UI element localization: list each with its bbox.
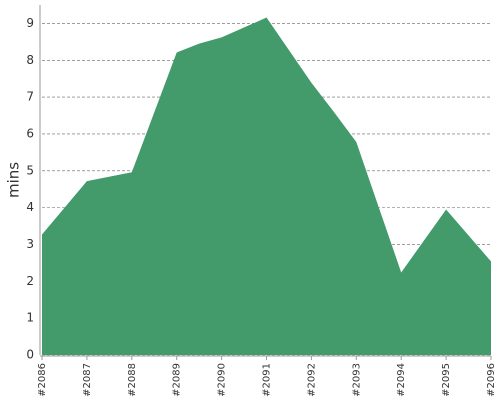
x-tick-label: #2095 xyxy=(441,363,452,397)
x-tick-label: #2088 xyxy=(127,363,138,397)
x-tick-label: #2094 xyxy=(396,363,407,397)
y-tick-label: 2 xyxy=(26,274,34,288)
y-tick-label: 5 xyxy=(26,163,34,177)
y-tick-label: 4 xyxy=(26,200,34,214)
y-axis-label: mins xyxy=(5,162,23,198)
y-tick-label: 1 xyxy=(26,311,34,325)
x-tick-label: #2093 xyxy=(351,363,362,397)
y-tick-label: 9 xyxy=(26,16,34,30)
y-tick-label: 0 xyxy=(26,348,34,362)
x-tick-label: #2087 xyxy=(82,363,93,397)
x-tick-label: #2089 xyxy=(172,363,183,397)
x-tick-label: #2091 xyxy=(262,363,273,397)
y-tick-label: 8 xyxy=(26,53,34,67)
x-tick-label: #2090 xyxy=(217,363,228,397)
y-tick-label: 3 xyxy=(26,237,34,251)
y-tick-label: 7 xyxy=(26,90,34,104)
x-tick-label: #2086 xyxy=(37,363,48,397)
area xyxy=(42,17,491,356)
x-tick-label: #2096 xyxy=(486,363,497,397)
x-tick-label: #2092 xyxy=(306,363,317,397)
y-tick-label: 6 xyxy=(26,126,34,140)
